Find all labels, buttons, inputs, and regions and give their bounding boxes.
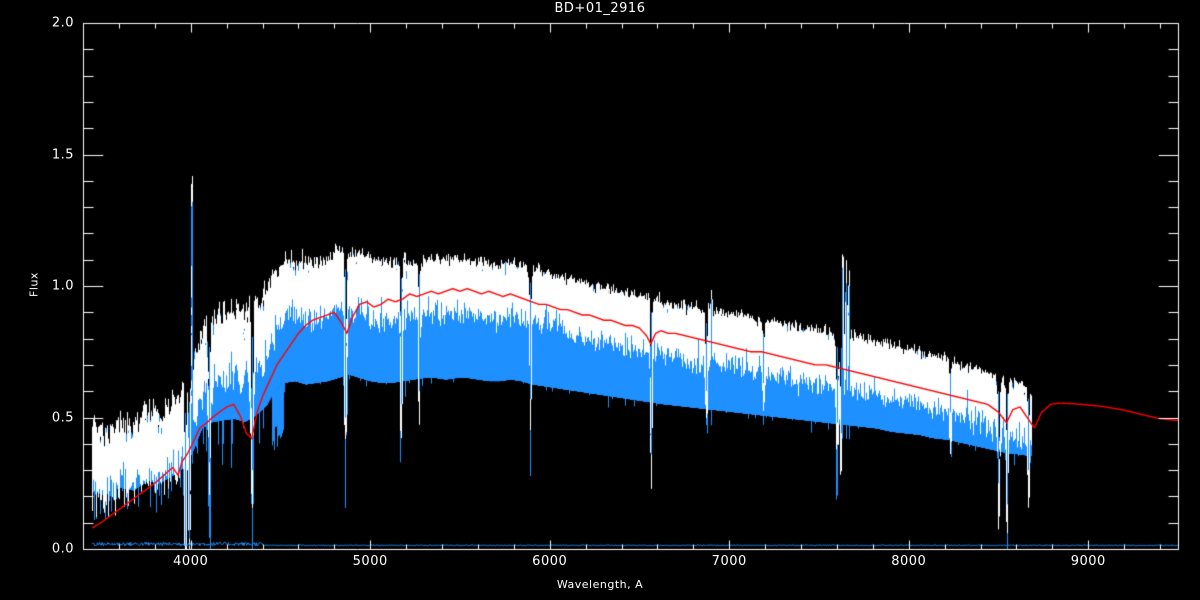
- spectrum-plot-canvas: [0, 0, 1200, 600]
- spectrum-figure: BD+01_2916 Wavelength, A Flux 4000 5000 60…: [0, 0, 1200, 600]
